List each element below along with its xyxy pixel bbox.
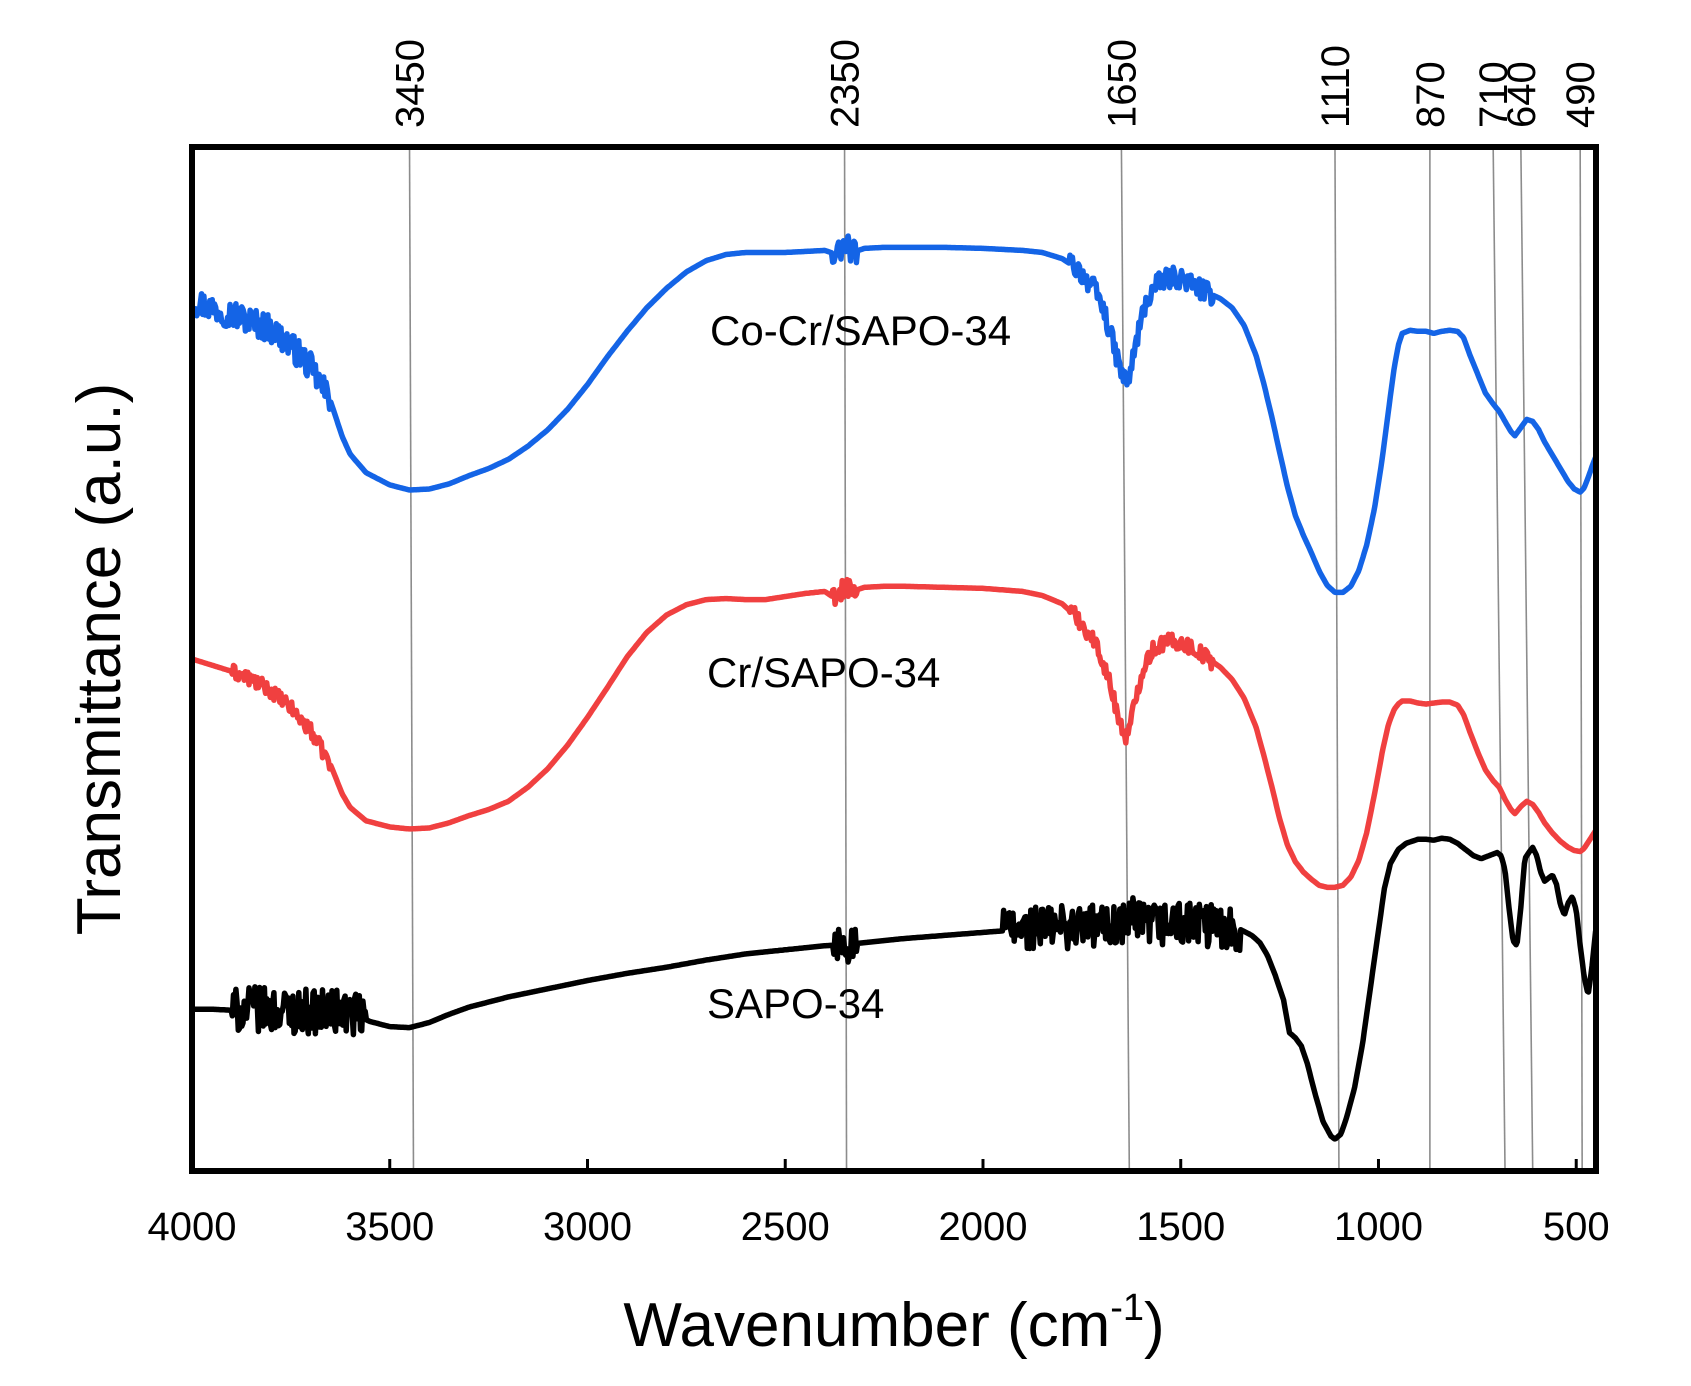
peak-line-710: [1492, 146, 1506, 1172]
x-tick-label-3000: 3000: [543, 1205, 632, 1249]
peak-label-870: 870: [1409, 61, 1453, 128]
peak-label-3450: 3450: [389, 39, 433, 128]
series-layer: [189, 233, 1599, 1142]
y-axis-title: Transmittance (a.u.): [65, 383, 134, 935]
series-line-cr-sapo-34: [189, 576, 1599, 891]
peak-label-1110: 1110: [1314, 45, 1358, 128]
peak-label-2350: 2350: [824, 39, 868, 128]
peak-line-490: [1579, 146, 1583, 1172]
series-line-sapo-34: [189, 835, 1599, 1142]
peak-marker-lines: [408, 146, 1583, 1172]
plot-frame: [189, 144, 1599, 1174]
peak-line-640: [1520, 146, 1534, 1172]
x-tick-label-1500: 1500: [1136, 1205, 1225, 1249]
series-line-co-cr-sapo-34: [189, 233, 1599, 596]
x-axis-ticks: 4000 3500 3000 2500 2000 1500 1000 500: [148, 1159, 1610, 1249]
series-label-sapo: SAPO-34: [707, 980, 884, 1027]
peak-line-1650: [1120, 146, 1131, 1172]
peak-label-1650: 1650: [1100, 39, 1144, 128]
x-tick-label-1000: 1000: [1334, 1205, 1423, 1249]
peak-label-490: 490: [1559, 61, 1603, 128]
x-axis-title: Wavenumber (cm-1): [623, 1287, 1164, 1360]
x-tick-label-2500: 2500: [741, 1205, 830, 1249]
x-tick-label-500: 500: [1543, 1205, 1610, 1249]
series-label-co-cr: Co-Cr/SAPO-34: [710, 307, 1011, 354]
x-tick-label-4000: 4000: [148, 1205, 237, 1249]
peak-line-3450: [408, 146, 415, 1172]
peak-label-640: 640: [1500, 61, 1544, 128]
x-axis-title-main: Wavenumber (cm: [623, 1291, 1110, 1360]
x-tick-label-2000: 2000: [938, 1205, 1027, 1249]
x-axis-title-sup: -1: [1110, 1287, 1144, 1329]
series-label-cr: Cr/SAPO-34: [707, 649, 940, 696]
peak-label-710: 710: [1472, 61, 1516, 128]
x-axis-title-close: ): [1144, 1291, 1165, 1360]
peak-line-2350: [843, 146, 848, 1172]
peak-line-1110: [1334, 146, 1340, 1172]
x-tick-label-3500: 3500: [345, 1205, 434, 1249]
